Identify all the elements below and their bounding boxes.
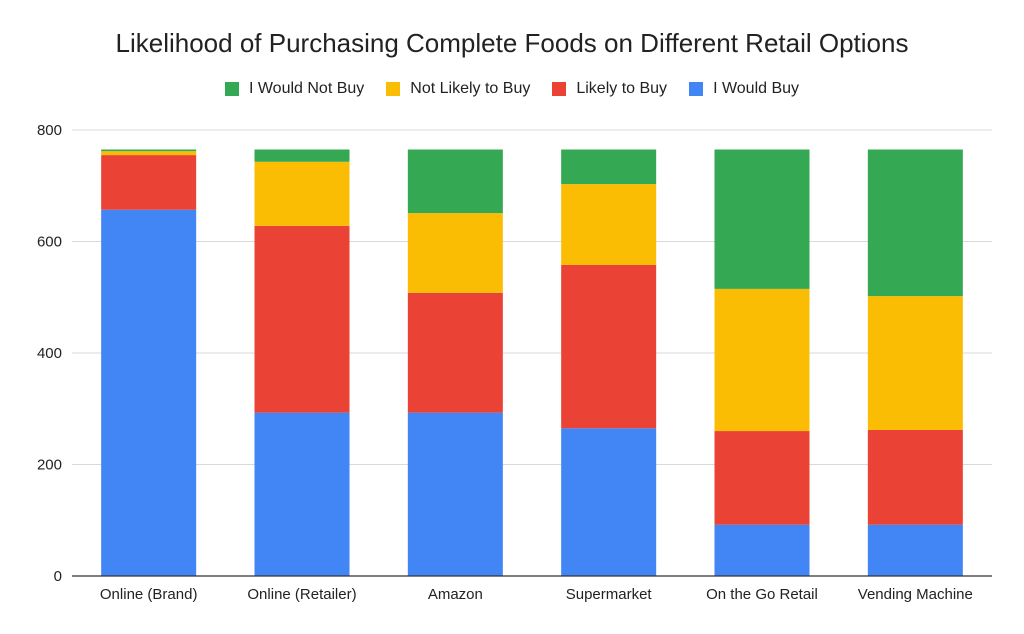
bar-segment — [101, 155, 197, 210]
bar-segment — [714, 431, 810, 525]
bar-segment — [561, 149, 657, 185]
bar-segment — [561, 264, 657, 429]
legend-swatch-not-likely-to-buy — [386, 82, 401, 96]
legend-item-would-not-buy: I Would Not Buy — [224, 80, 365, 98]
legend-swatch-likely-to-buy — [552, 82, 567, 96]
bar-segment — [407, 412, 503, 576]
y-tick-label: 800 — [37, 122, 62, 139]
x-tick-label: Online (Brand) — [100, 586, 198, 603]
bar-segment — [407, 292, 503, 413]
y-tick-label: 0 — [54, 568, 62, 585]
legend-item-not-likely-to-buy: Not Likely to Buy — [386, 80, 530, 98]
bar-segment — [101, 209, 197, 576]
bar-segment — [407, 213, 503, 293]
legend-label-not-likely-to-buy: Not Likely to Buy — [410, 80, 531, 97]
y-tick-label: 600 — [37, 234, 62, 251]
y-tick-label: 200 — [37, 457, 62, 474]
legend-swatch-would-not-buy — [224, 82, 239, 96]
chart-legend: I Would Not Buy Not Likely to Buy Likely… — [0, 80, 1024, 98]
bar-segment — [101, 149, 197, 152]
bar-segment — [561, 428, 657, 576]
bar-segment — [714, 149, 810, 289]
bar-segment — [867, 296, 963, 430]
legend-label-would-buy: I Would Buy — [713, 80, 800, 97]
bar-segment — [867, 524, 963, 576]
chart-title: Likelihood of Purchasing Complete Foods … — [115, 28, 909, 58]
bar-segment — [867, 149, 963, 297]
bar-segment — [254, 161, 350, 226]
bar-segment — [254, 225, 350, 413]
x-tick-label: Online (Retailer) — [247, 586, 356, 603]
legend-item-likely-to-buy: Likely to Buy — [552, 80, 667, 98]
bar-segment — [254, 412, 350, 576]
bar-segment — [407, 149, 503, 214]
legend-label-likely-to-buy: Likely to Buy — [576, 80, 668, 97]
bar-segment — [254, 149, 350, 162]
legend-item-would-buy: I Would Buy — [689, 80, 799, 98]
y-tick-label: 400 — [37, 345, 62, 362]
x-tick-label: Vending Machine — [858, 586, 973, 603]
bar-segment — [561, 184, 657, 265]
x-tick-label: Supermarket — [566, 586, 653, 603]
x-tick-label: Amazon — [428, 586, 483, 603]
bar-segment — [867, 429, 963, 525]
legend-label-would-not-buy: I Would Not Buy — [248, 80, 365, 97]
bar-segment — [101, 151, 197, 156]
bar-segment — [714, 288, 810, 432]
legend-swatch-would-buy — [689, 82, 704, 96]
bar-segment — [714, 524, 810, 576]
x-tick-label: On the Go Retail — [706, 586, 818, 603]
